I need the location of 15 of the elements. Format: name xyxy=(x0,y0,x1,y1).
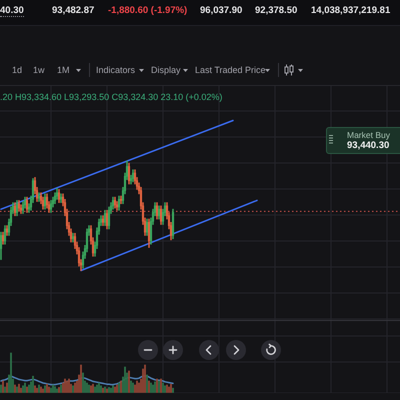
text: 1M xyxy=(57,64,70,74)
text: 92,378.50 xyxy=(255,5,298,16)
text: Indicators xyxy=(96,64,136,74)
text: 93,482.87 xyxy=(52,5,94,16)
text: .20 H93,334.60 L93,293.50 C93,324.30 23.10 (+0.02%) xyxy=(0,92,222,102)
text: -1,880.60 (-1.97%) xyxy=(108,5,188,16)
text: 40.30 xyxy=(0,5,24,16)
text: 14,038,937,219.81 xyxy=(311,5,390,16)
text: 1d xyxy=(12,64,22,74)
text: 1w xyxy=(33,64,45,74)
text: 93,440.30 xyxy=(347,140,390,151)
text: Display xyxy=(151,64,181,74)
text: Market Buy xyxy=(347,130,390,140)
text: 96,037.90 xyxy=(200,5,242,16)
text: Last Traded Price xyxy=(195,64,266,74)
